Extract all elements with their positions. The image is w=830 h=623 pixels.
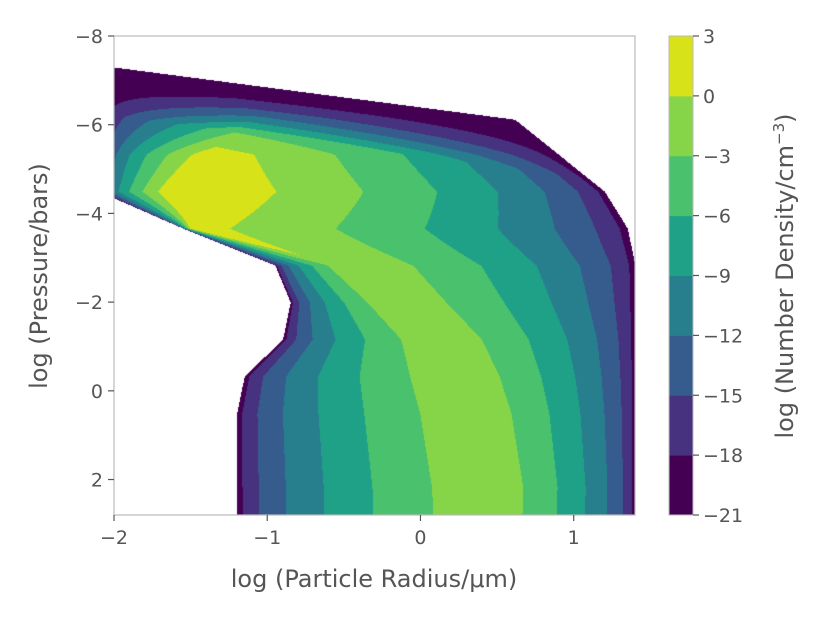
colorbar-tick-label: −6 [703,206,731,228]
colorbar-label-text: log (Number Density/cm [771,145,799,439]
y-axis: −8 −6 −4 −2 0 2 [75,26,114,492]
colorbar-band [669,36,693,97]
colorbar-tick-label: −3 [703,146,731,168]
x-tick-label: −1 [253,527,281,549]
colorbar-band [669,275,693,336]
y-tick-label: −4 [75,203,103,225]
colorbar [668,35,694,516]
plot-area [114,36,635,515]
colorbar-tick-label: 3 [703,26,715,48]
colorbar-band [669,335,693,396]
colorbar-band [669,95,693,157]
colorbar-ticks: −21 −18 −15 −12 −9 −6 −3 0 3 [693,26,743,527]
colorbar-band [669,395,693,456]
colorbar-tick-label: −21 [703,505,743,527]
colorbar-tick-label: −18 [703,445,743,467]
x-axis: −2 −1 0 1 [100,515,580,549]
colorbar-label: log (Number Density/cm−3) [770,113,799,438]
x-tick-label: −2 [100,527,128,549]
contour-fill [114,36,635,515]
x-tick-label: 0 [414,527,426,549]
y-tick-label: 2 [91,470,103,492]
y-tick-label: −8 [75,26,103,48]
y-tick-label: −2 [75,292,103,314]
y-tick-label: 0 [91,381,103,403]
colorbar-label-exponent: −3 [770,123,788,145]
colorbar-tick-label: 0 [703,86,715,108]
x-axis-label: log (Particle Radius/μm) [231,565,517,593]
colorbar-label-close: ) [771,113,799,122]
colorbar-tick-label: −12 [703,325,743,347]
colorbar-band [669,455,693,516]
y-axis-label: log (Pressure/bars) [25,163,53,389]
x-tick-label: 1 [568,527,580,549]
plot-frame [113,35,636,516]
colorbar-band [669,215,693,276]
colorbar-tick-label: −9 [703,266,731,288]
colorbar-band [669,155,693,217]
y-tick-label: −6 [75,115,103,137]
colorbar-tick-label: −15 [703,385,743,407]
